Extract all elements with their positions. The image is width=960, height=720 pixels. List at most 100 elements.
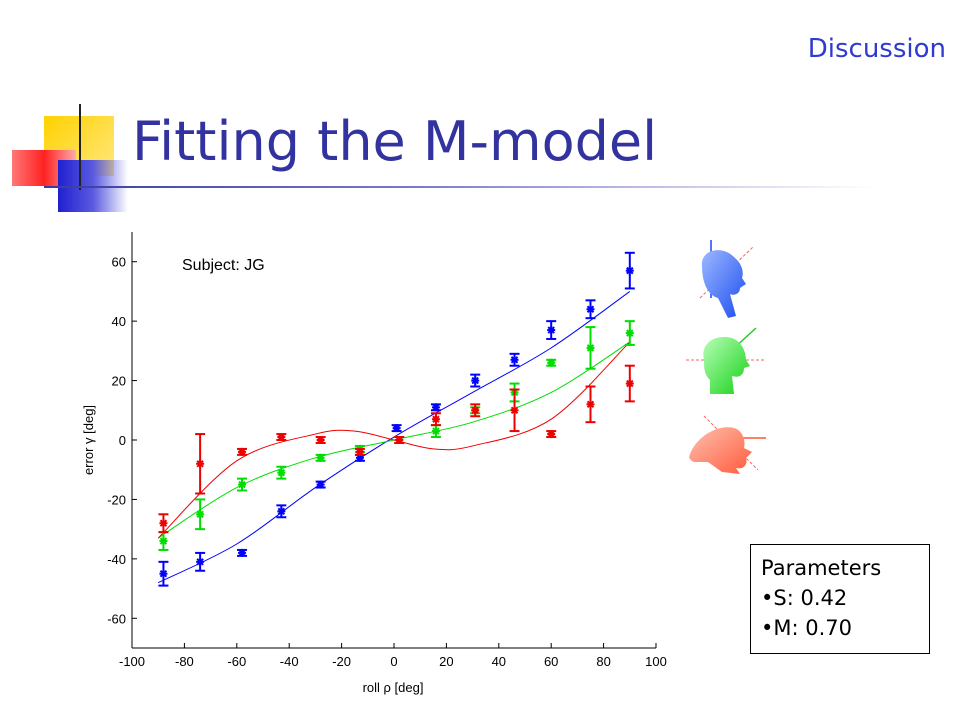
chart-axes: -60 -40 -20 0 20 40 60 -100 -80 -60 -40 -20 0 20 40 60 8…: [107, 232, 667, 669]
data-point: [391, 424, 402, 433]
marker-d2: [471, 376, 479, 385]
marker-d2: [277, 468, 286, 477]
x-tick-label: 40: [492, 654, 506, 669]
x-tick-label: -60: [227, 654, 246, 669]
marker-d2: [471, 406, 479, 414]
data-point: [276, 504, 287, 519]
data-point: [430, 403, 441, 412]
fit-curve-0: [157, 291, 631, 584]
data-point: [237, 477, 248, 492]
y-tick-label: 40: [112, 314, 126, 329]
data-point: [158, 560, 169, 587]
data-point: [354, 447, 365, 456]
x-tick-label: -20: [332, 654, 351, 669]
data-point: [509, 352, 520, 367]
marker-d2: [196, 510, 204, 518]
marker-d2: [586, 305, 595, 313]
marker-d2: [238, 448, 246, 456]
decor-vertical-line: [79, 104, 81, 190]
marker-d2: [510, 406, 519, 414]
fit-curve-2: [157, 341, 631, 539]
data-point: [624, 320, 635, 346]
data-point: [546, 358, 557, 367]
head-tilted-right-icon: [689, 415, 766, 474]
marker-d2: [196, 558, 204, 566]
parameters-box: Parameters S: 0.42 M: 0.70: [750, 544, 930, 654]
x-tick-label: 100: [645, 654, 667, 669]
marker-d2: [277, 433, 286, 441]
y-tick-label: -20: [107, 492, 126, 507]
y-tick-label: 60: [112, 255, 126, 270]
y-tick-label: -40: [107, 552, 126, 567]
title-underline: [44, 186, 874, 188]
marker-d2: [238, 549, 246, 557]
x-tick-label: -40: [280, 654, 299, 669]
marker-d2: [586, 400, 595, 409]
data-point: [509, 388, 520, 433]
data-point: [158, 531, 169, 551]
marker-d2: [277, 507, 286, 516]
marker-d2: [395, 436, 403, 444]
data-point: [624, 251, 635, 290]
data-point: [195, 551, 206, 572]
data-point: [624, 364, 635, 403]
chart-annotation: Subject: JG: [182, 257, 265, 274]
data-point: [276, 465, 287, 480]
data-point: [394, 436, 405, 444]
y-axis-label: error γ [deg]: [81, 405, 96, 475]
section-label: Discussion: [807, 34, 946, 64]
data-point: [546, 320, 557, 340]
y-tick-label: 0: [119, 433, 126, 448]
data-point: [237, 447, 248, 456]
marker-d2: [432, 403, 440, 412]
marker-d2: [547, 430, 555, 438]
marker-d2: [547, 326, 555, 334]
marker-d2: [432, 415, 440, 423]
data-point: [158, 513, 169, 534]
head-icons: [686, 240, 766, 474]
data-point: [470, 403, 481, 418]
data-point: [430, 412, 441, 427]
data-point: [585, 326, 596, 370]
data-point: [585, 299, 596, 320]
data-point: [315, 453, 326, 462]
marker-d2: [626, 329, 634, 337]
x-tick-label: 80: [596, 654, 610, 669]
data-point: [546, 430, 557, 439]
chart-marks: [158, 251, 635, 587]
x-tick-label: 60: [544, 654, 558, 669]
parameter-m: M: 0.70: [761, 613, 919, 643]
marker-d2: [159, 519, 168, 527]
parameter-s: S: 0.42: [761, 583, 919, 613]
marker-d2: [316, 480, 325, 489]
head-upright-icon: [686, 327, 766, 394]
marker-d2: [159, 537, 168, 545]
marker-d2: [392, 424, 401, 432]
slide-title: Fitting the M-model: [132, 110, 658, 173]
marker-d2: [356, 448, 364, 456]
marker-d2: [196, 460, 204, 468]
parameters-heading: Parameters: [761, 556, 882, 580]
x-tick-label: 20: [439, 654, 453, 669]
marker-d2: [316, 454, 325, 462]
chart-fit-curves: [157, 291, 631, 584]
data-point: [237, 548, 248, 557]
data-point: [195, 433, 206, 495]
x-tick-label: -100: [119, 654, 145, 669]
data-point: [315, 436, 326, 444]
x-tick-label: -80: [175, 654, 194, 669]
marker-d2: [510, 356, 519, 364]
marker-d2: [586, 344, 595, 352]
marker-d2: [626, 266, 634, 275]
data-point: [430, 424, 441, 439]
marker-d2: [238, 480, 246, 489]
y-tick-label: 20: [112, 374, 126, 389]
marker-d2: [159, 570, 168, 578]
marker-d2: [432, 427, 440, 435]
x-tick-label: 0: [390, 654, 397, 669]
data-point: [470, 373, 481, 388]
data-point: [585, 385, 596, 424]
marker-d2: [626, 379, 634, 388]
head-tilted-left-icon: [699, 240, 755, 318]
